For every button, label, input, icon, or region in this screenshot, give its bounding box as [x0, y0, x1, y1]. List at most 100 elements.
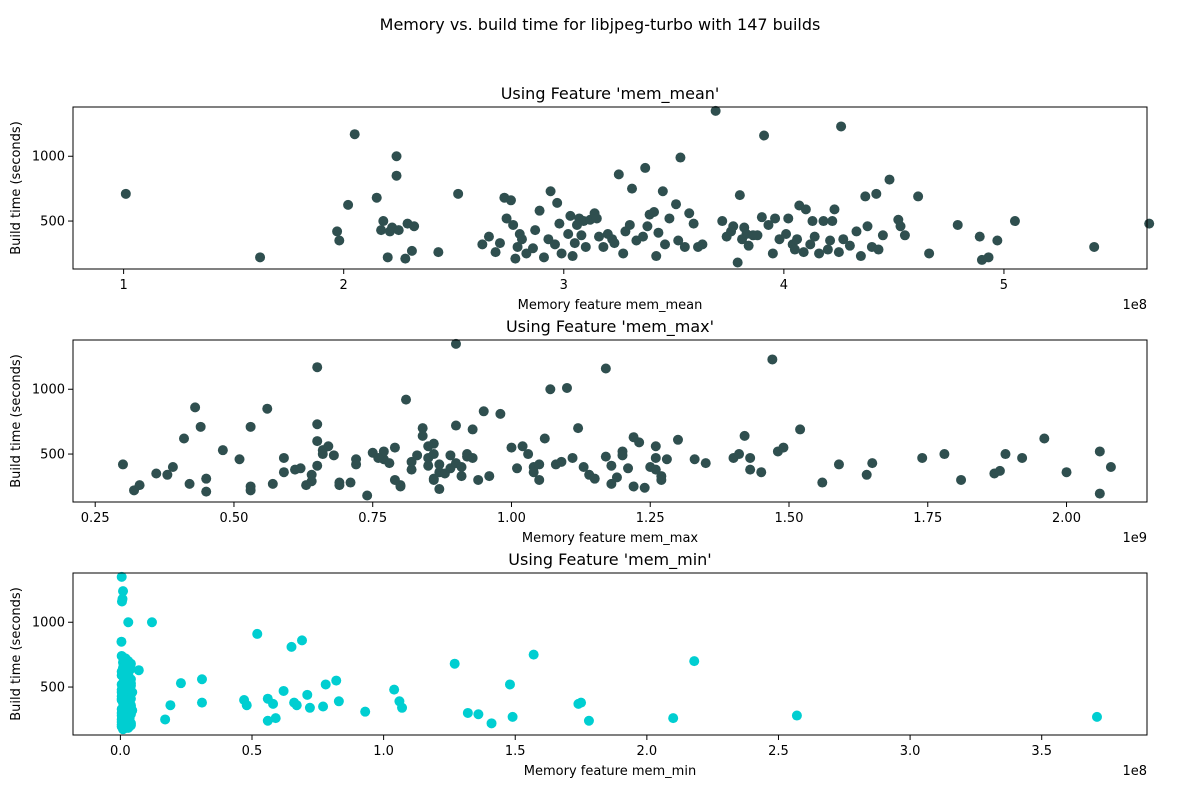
- data-point: [320, 679, 331, 690]
- data-point: [861, 469, 872, 480]
- x-tick-label: 1.75: [913, 511, 942, 526]
- data-point: [836, 121, 847, 132]
- data-point: [651, 251, 662, 262]
- data-point: [134, 480, 145, 491]
- data-point: [483, 231, 494, 242]
- data-point: [634, 437, 645, 448]
- data-point: [1009, 216, 1020, 227]
- data-point: [745, 452, 756, 463]
- points-mem-min: [116, 571, 1102, 735]
- data-point: [120, 702, 131, 713]
- data-point: [517, 441, 528, 452]
- data-point: [660, 239, 671, 250]
- figure-title: Memory vs. build time for libjpeg-turbo …: [380, 15, 821, 34]
- data-point: [759, 130, 770, 141]
- data-point: [318, 701, 329, 712]
- data-point: [401, 394, 412, 405]
- data-point: [389, 442, 400, 453]
- data-point: [333, 696, 344, 707]
- data-point: [860, 191, 871, 202]
- data-point: [384, 458, 395, 469]
- x-tick-label: 0.75: [358, 511, 387, 526]
- data-point: [389, 474, 400, 485]
- data-point: [838, 234, 849, 245]
- data-point: [486, 718, 497, 729]
- data-point: [116, 596, 127, 607]
- x-tick-label: 2.5: [768, 744, 789, 759]
- y-tick-label: 500: [40, 681, 65, 696]
- data-point: [291, 700, 302, 711]
- data-point: [538, 252, 549, 263]
- data-point: [778, 442, 789, 453]
- data-point: [565, 210, 576, 221]
- data-point: [617, 450, 628, 461]
- data-point: [563, 229, 574, 240]
- data-point: [317, 449, 328, 460]
- data-point: [791, 710, 802, 721]
- data-point: [196, 697, 207, 708]
- data-point: [267, 478, 278, 489]
- points-mem-mean: [120, 105, 1155, 268]
- data-point: [434, 484, 445, 495]
- data-point: [449, 658, 460, 669]
- data-point: [501, 213, 512, 224]
- y-axis-label: Build time (seconds): [9, 354, 24, 488]
- data-point: [627, 183, 638, 194]
- data-point: [611, 472, 622, 483]
- data-point: [580, 241, 591, 252]
- data-point: [689, 454, 700, 465]
- data-point: [609, 238, 620, 249]
- data-point: [545, 384, 556, 395]
- data-point: [462, 707, 473, 718]
- data-point: [1105, 462, 1116, 473]
- data-point: [700, 458, 711, 469]
- data-point: [974, 231, 985, 242]
- data-point: [895, 221, 906, 232]
- data-point: [417, 430, 428, 441]
- data-point: [295, 463, 306, 474]
- y-tick-label: 500: [40, 215, 65, 230]
- panel-mem-min: 0.0 0.5 1.0 1.5 2.0 2.5 3.0 3.5 500 1000 Using Fea…: [9, 550, 1148, 779]
- x-tick-label: 3.0: [900, 744, 921, 759]
- data-point: [433, 247, 444, 258]
- data-point: [167, 462, 178, 473]
- data-point: [1017, 452, 1028, 463]
- data-point: [534, 205, 545, 216]
- data-point: [697, 239, 708, 250]
- data-point: [378, 216, 389, 227]
- data-point: [855, 251, 866, 262]
- data-point: [567, 251, 578, 262]
- data-point: [734, 449, 745, 460]
- data-point: [844, 240, 855, 251]
- data-point: [302, 689, 313, 700]
- data-point: [165, 700, 176, 711]
- x-axis-label: Memory feature mem_mean: [518, 298, 703, 313]
- data-point: [817, 477, 828, 488]
- data-point: [807, 216, 818, 227]
- x-tick-label: 0.5: [242, 744, 263, 759]
- data-point: [1089, 241, 1100, 252]
- x-tick-label: 3: [560, 278, 568, 293]
- data-point: [743, 240, 754, 251]
- data-point: [382, 252, 393, 263]
- data-point: [201, 473, 212, 484]
- data-point: [756, 212, 767, 223]
- data-point: [805, 239, 816, 250]
- data-point: [428, 474, 439, 485]
- data-point: [734, 190, 745, 201]
- x-tick-label: 1.50: [775, 511, 804, 526]
- data-point: [118, 724, 129, 735]
- data-point: [450, 338, 461, 349]
- x-tick-label: 0.50: [219, 511, 248, 526]
- data-point: [331, 675, 342, 686]
- data-point: [534, 474, 545, 485]
- data-point: [606, 478, 617, 489]
- x-tick-label: 1.5: [505, 744, 526, 759]
- data-point: [1039, 433, 1050, 444]
- data-point: [589, 473, 600, 484]
- data-point: [624, 219, 635, 230]
- x-tick-label: 3.5: [1031, 744, 1052, 759]
- data-point: [781, 229, 792, 240]
- data-point: [867, 458, 878, 469]
